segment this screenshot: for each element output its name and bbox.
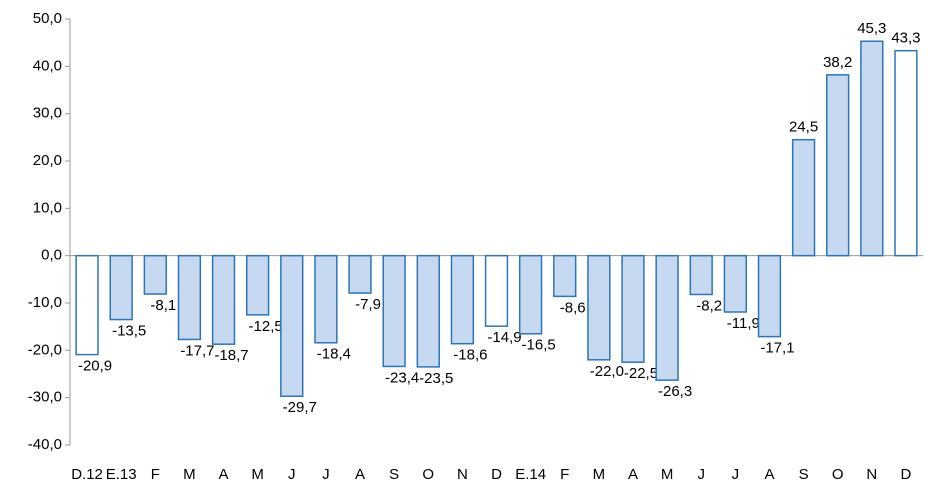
bar bbox=[143, 254, 167, 295]
bar bbox=[826, 74, 850, 257]
value-label: -8,6 bbox=[560, 299, 586, 316]
y-tick-label: 10,0 bbox=[33, 199, 62, 216]
x-tick-label: D.12 bbox=[71, 466, 103, 483]
value-label: 43,3 bbox=[891, 30, 920, 47]
bar bbox=[757, 254, 782, 338]
value-label: -18,6 bbox=[453, 347, 487, 364]
value-label: -22,5 bbox=[624, 365, 658, 382]
value-label: -12,5 bbox=[249, 318, 283, 335]
bar bbox=[450, 254, 475, 345]
value-label: -29,7 bbox=[283, 399, 317, 416]
x-tick-label: A bbox=[628, 466, 638, 483]
bar bbox=[280, 254, 304, 397]
value-label: -13,5 bbox=[112, 323, 146, 340]
x-tick-label: F bbox=[560, 466, 569, 483]
bar bbox=[860, 40, 884, 257]
y-tick-label: 0,0 bbox=[41, 247, 62, 264]
x-tick-label: O bbox=[832, 466, 844, 483]
bar bbox=[553, 254, 577, 298]
bar bbox=[518, 254, 543, 335]
x-tick-label: O bbox=[422, 466, 434, 483]
x-tick-label: M bbox=[661, 466, 674, 483]
x-tick-label: N bbox=[457, 466, 468, 483]
x-tick-label: M bbox=[593, 466, 606, 483]
y-tick-label: -40,0 bbox=[28, 436, 62, 453]
x-tick-label: S bbox=[389, 466, 399, 483]
value-label: -26,3 bbox=[658, 383, 692, 400]
value-label: -23,5 bbox=[419, 370, 453, 387]
y-tick-label: -30,0 bbox=[28, 389, 62, 406]
x-tick-label: N bbox=[866, 466, 877, 483]
bar bbox=[723, 254, 748, 313]
value-label: -23,4 bbox=[385, 369, 419, 386]
value-label: -11,9 bbox=[727, 315, 760, 332]
value-label: -8,1 bbox=[150, 297, 176, 314]
x-tick-label: J bbox=[732, 466, 740, 483]
value-label: -17,1 bbox=[760, 340, 794, 357]
x-tick-label: J bbox=[288, 466, 296, 483]
bar bbox=[484, 254, 509, 327]
x-tick-label: J bbox=[322, 466, 330, 483]
x-tick-label: D bbox=[491, 466, 502, 483]
bar bbox=[177, 254, 202, 341]
x-tick-label: D bbox=[901, 466, 912, 483]
x-tick-label: M bbox=[251, 466, 264, 483]
bar bbox=[621, 254, 645, 363]
bar bbox=[75, 254, 99, 356]
value-label: -7,9 bbox=[355, 296, 381, 313]
value-label: -20,9 bbox=[78, 358, 112, 375]
y-tick-label: 50,0 bbox=[33, 10, 62, 27]
x-tick-label: E.14 bbox=[515, 466, 546, 483]
y-tick-label: 20,0 bbox=[33, 152, 62, 169]
bar bbox=[348, 254, 372, 294]
x-tick-label: A bbox=[355, 466, 365, 483]
bar bbox=[314, 254, 338, 344]
bar bbox=[587, 254, 611, 361]
x-tick-label: A bbox=[219, 466, 229, 483]
value-label: -18,7 bbox=[214, 347, 248, 364]
value-label: -16,5 bbox=[522, 337, 556, 354]
bar bbox=[382, 254, 406, 368]
bar bbox=[211, 254, 236, 345]
x-tick-label: J bbox=[697, 466, 705, 483]
value-label: 38,2 bbox=[823, 54, 852, 71]
value-label: -17,7 bbox=[180, 342, 214, 359]
value-label: -14,9 bbox=[487, 329, 521, 346]
bar bbox=[655, 254, 679, 381]
y-tick-label: -20,0 bbox=[28, 341, 62, 358]
value-label: -22,0 bbox=[590, 363, 624, 380]
bar bbox=[689, 254, 713, 296]
bar bbox=[245, 254, 270, 316]
value-label: 45,3 bbox=[857, 20, 886, 37]
x-tick-label: F bbox=[151, 466, 160, 483]
value-label: -18,4 bbox=[317, 346, 351, 363]
bar bbox=[894, 49, 918, 257]
x-tick-label: S bbox=[799, 466, 809, 483]
x-tick-label: M bbox=[183, 466, 196, 483]
bar bbox=[791, 138, 816, 257]
x-tick-label: E.13 bbox=[106, 466, 137, 483]
value-label: -8,2 bbox=[696, 297, 722, 314]
bar bbox=[416, 254, 440, 368]
y-tick-label: 30,0 bbox=[33, 105, 62, 122]
x-tick-label: A bbox=[764, 466, 774, 483]
value-label: 24,5 bbox=[789, 119, 818, 136]
y-tick-label: -10,0 bbox=[28, 294, 62, 311]
bar bbox=[109, 254, 133, 321]
y-tick-label: 40,0 bbox=[33, 57, 62, 74]
